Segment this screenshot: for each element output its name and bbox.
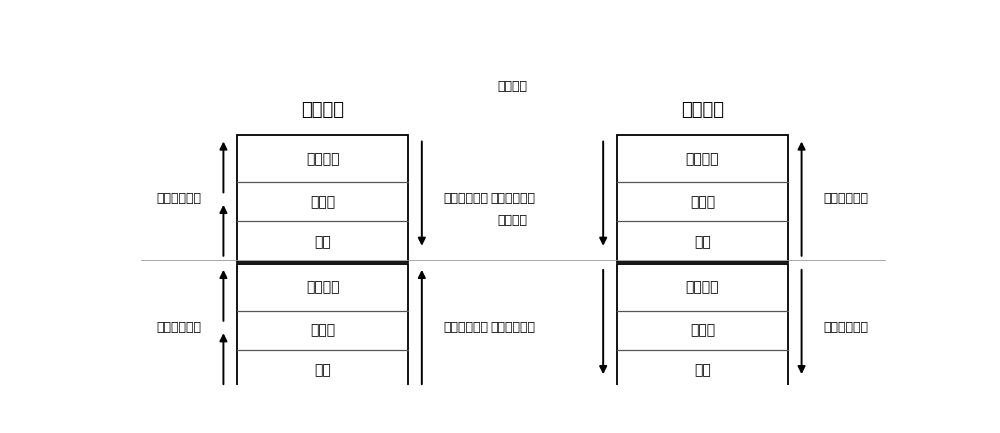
Text: 自发极化电场: 自发极化电场 <box>157 192 202 205</box>
Bar <box>237 264 408 391</box>
Text: 压电极化电场: 压电极化电场 <box>823 320 868 333</box>
Text: 氮解理面: 氮解理面 <box>681 100 724 119</box>
Text: 基底: 基底 <box>314 363 331 377</box>
Bar <box>617 264 788 391</box>
Text: 氮化镐铸: 氮化镐铸 <box>686 280 719 294</box>
Text: 基底: 基底 <box>694 363 711 377</box>
Text: 镐解理面: 镐解理面 <box>301 100 344 119</box>
Bar <box>237 135 408 262</box>
Text: 氮化镐: 氮化镐 <box>310 195 335 209</box>
Bar <box>617 135 788 262</box>
Text: 基底: 基底 <box>694 235 711 249</box>
Text: 压电极化电场: 压电极化电场 <box>823 192 868 205</box>
Text: 氮化镐铟: 氮化镐铟 <box>306 280 339 294</box>
Text: 氮化镐: 氮化镐 <box>310 323 335 337</box>
Text: 基底: 基底 <box>314 235 331 249</box>
Text: 自发极化电场: 自发极化电场 <box>490 320 535 333</box>
Text: 氮化镐: 氮化镐 <box>690 323 715 337</box>
Text: 压缩应力: 压缩应力 <box>498 81 528 94</box>
Text: 氮化镐铟: 氮化镐铟 <box>686 152 719 166</box>
Text: 自发极化电场: 自发极化电场 <box>490 192 535 205</box>
Text: 氮化镐: 氮化镐 <box>690 195 715 209</box>
Text: 自发极化电场: 自发极化电场 <box>157 320 202 333</box>
Text: 压电极化电场: 压电极化电场 <box>444 320 488 333</box>
Text: 扩张应力: 扩张应力 <box>498 214 528 227</box>
Text: 压电极化电场: 压电极化电场 <box>444 192 488 205</box>
Text: 氮化镐铟: 氮化镐铟 <box>306 152 339 166</box>
